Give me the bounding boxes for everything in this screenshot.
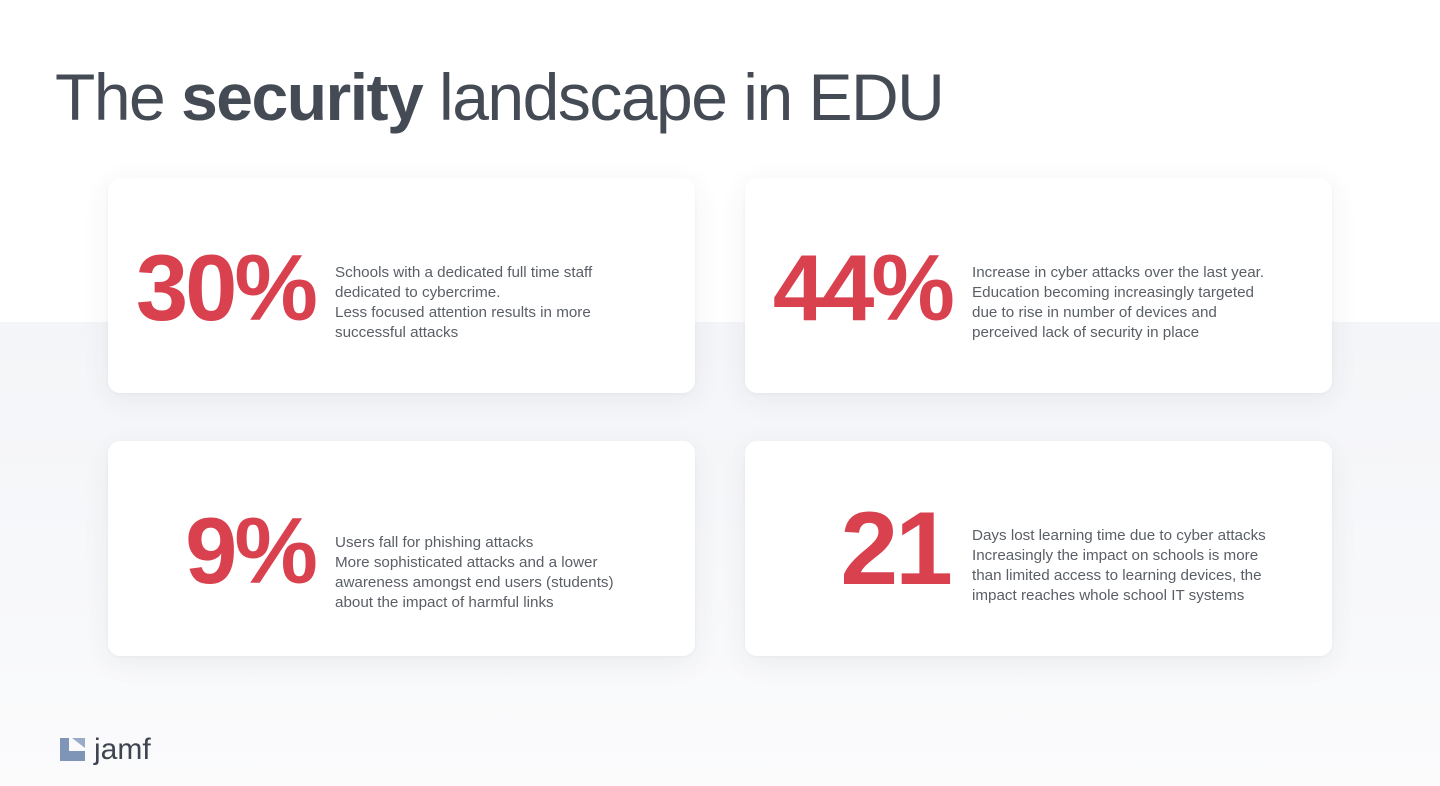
stat-description-line: dedicated to cybercrime.: [335, 284, 501, 301]
stat-description: Days lost learning time due to cyber att…: [972, 526, 1272, 606]
stat-description-line: impact reaches whole school IT systems: [972, 587, 1245, 604]
title-emphasis: security: [181, 60, 424, 134]
stat-value: 9%: [185, 498, 318, 603]
stat-description-line: perceived lack of security in place: [972, 324, 1200, 341]
stat-value: 30%: [135, 235, 318, 340]
stat-description-line: about the impact of harmful links: [335, 594, 554, 611]
stat-description-line: successful attacks: [335, 324, 459, 341]
stat-description-line: Increase in cyber attacks over the last …: [972, 264, 1265, 281]
title-prefix: The: [55, 60, 182, 134]
stat-description-line: More sophisticated attacks and a lower: [335, 554, 598, 571]
stat-value: 44%: [772, 235, 955, 340]
stat-description: Increase in cyber attacks over the last …: [972, 263, 1272, 343]
stat-value: 21: [840, 491, 953, 607]
stat-description: Schools with a dedicated full time staff…: [335, 263, 635, 343]
jamf-logo-icon: [60, 738, 85, 761]
stat-description-line: Increasingly the impact on schools is mo…: [972, 547, 1259, 564]
stat-description: Users fall for phishing attacks More sop…: [335, 533, 635, 613]
jamf-wordmark: jamf: [94, 733, 151, 766]
stat-card-phishing: 9% Users fall for phishing attacks More …: [108, 441, 695, 656]
stat-description-line: Less focused attention results in more: [335, 304, 591, 321]
stat-description-line: Education becoming increasingly targeted: [972, 284, 1254, 301]
stat-card-days-lost: 21 Days lost learning time due to cyber …: [745, 441, 1332, 656]
page-title: The security landscape in EDU: [55, 58, 945, 137]
stat-card-cyber-attacks-increase: 44% Increase in cyber attacks over the l…: [745, 178, 1332, 393]
title-suffix: landscape in EDU: [422, 60, 945, 134]
stat-description-line: Days lost learning time due to cyber att…: [972, 527, 1266, 544]
stat-description-line: awareness amongst end users (students): [335, 574, 614, 591]
stat-description-line: Schools with a dedicated full time staff: [335, 264, 593, 281]
stat-description-line: than limited access to learning devices,…: [972, 567, 1262, 584]
jamf-logo: jamf: [59, 733, 151, 765]
stat-card-schools-staff: 30% Schools with a dedicated full time s…: [108, 178, 695, 393]
stat-description-line: Users fall for phishing attacks: [335, 534, 534, 551]
stat-description-line: due to rise in number of devices and: [972, 304, 1217, 321]
